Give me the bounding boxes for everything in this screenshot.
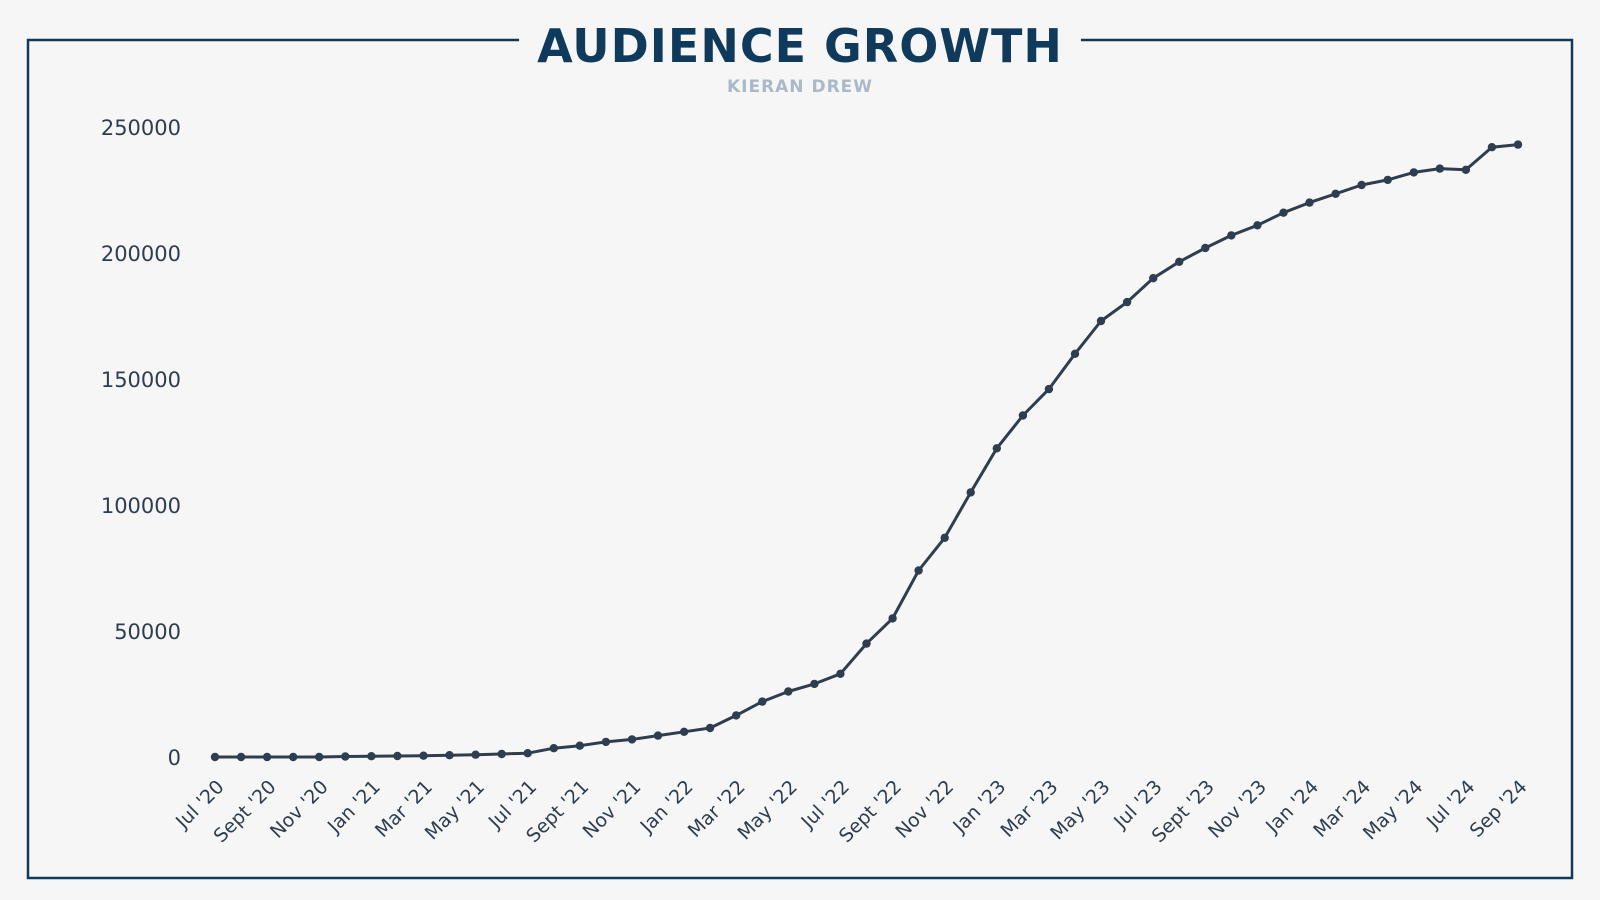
data-point xyxy=(210,752,220,762)
x-tick-label: Nov '21 xyxy=(579,776,646,843)
data-point xyxy=(862,639,871,648)
data-point xyxy=(523,749,532,758)
data-point xyxy=(1409,168,1419,177)
y-axis: 0 50000 100000 150000 200000 250000 xyxy=(101,116,181,770)
chart-frame xyxy=(26,38,1574,880)
data-point xyxy=(1461,165,1471,174)
data-point xyxy=(341,752,350,761)
data-point xyxy=(705,723,715,733)
x-tick-label: Sep '24 xyxy=(1466,776,1532,842)
x-tick-label: Nov '22 xyxy=(891,776,958,843)
data-point xyxy=(627,735,637,744)
data-point xyxy=(810,679,819,689)
data-point xyxy=(1383,175,1392,185)
data-point xyxy=(575,741,584,750)
data-point xyxy=(836,669,845,678)
data-point xyxy=(315,752,324,762)
data-point xyxy=(549,744,558,753)
series-line xyxy=(213,143,1520,759)
frame-border xyxy=(26,38,1574,880)
y-tick-label: 0 xyxy=(168,746,181,770)
data-point xyxy=(679,727,689,736)
data-point xyxy=(966,488,975,497)
data-point xyxy=(940,533,949,542)
data-point xyxy=(992,444,1001,453)
data-point xyxy=(1331,189,1340,198)
data-point xyxy=(1435,164,1445,173)
y-tick-label: 50000 xyxy=(114,620,181,644)
data-point xyxy=(758,697,767,706)
data-point xyxy=(914,566,923,575)
y-tick-label: 150000 xyxy=(101,368,181,392)
data-point xyxy=(1305,198,1314,207)
data-point xyxy=(888,614,897,623)
data-point xyxy=(1070,349,1080,358)
data-point xyxy=(601,737,611,747)
data-point xyxy=(784,687,793,696)
y-tick-label: 200000 xyxy=(101,242,181,266)
data-point xyxy=(1487,143,1497,152)
x-tick-label: Nov '20 xyxy=(266,776,333,843)
data-point xyxy=(497,749,506,759)
data-point xyxy=(1513,140,1523,149)
data-point xyxy=(236,752,246,762)
x-tick-label: Nov '23 xyxy=(1204,776,1271,843)
data-point xyxy=(653,731,663,740)
data-point xyxy=(1279,208,1288,217)
data-point xyxy=(419,751,428,760)
data-point xyxy=(1357,180,1366,190)
data-point xyxy=(1122,297,1132,307)
chart-subtitle: KIERAN DREW xyxy=(727,77,873,97)
y-tick-label: 100000 xyxy=(101,494,181,518)
data-point xyxy=(1175,257,1184,266)
data-point xyxy=(1253,221,1262,230)
data-point xyxy=(367,752,376,761)
data-point xyxy=(262,752,272,762)
data-point xyxy=(289,752,298,762)
data-point xyxy=(732,711,741,720)
data-point xyxy=(1227,231,1236,240)
data-point xyxy=(1149,274,1158,283)
data-point xyxy=(393,751,402,761)
data-point xyxy=(471,750,480,759)
data-point xyxy=(1044,384,1054,394)
data-point xyxy=(1018,411,1028,420)
data-point xyxy=(445,751,454,760)
y-tick-label: 250000 xyxy=(101,116,181,140)
data-point xyxy=(1201,243,1210,253)
chart-title: AUDIENCE GROWTH xyxy=(537,19,1063,73)
series-points xyxy=(210,140,1523,762)
data-point xyxy=(1096,316,1106,326)
